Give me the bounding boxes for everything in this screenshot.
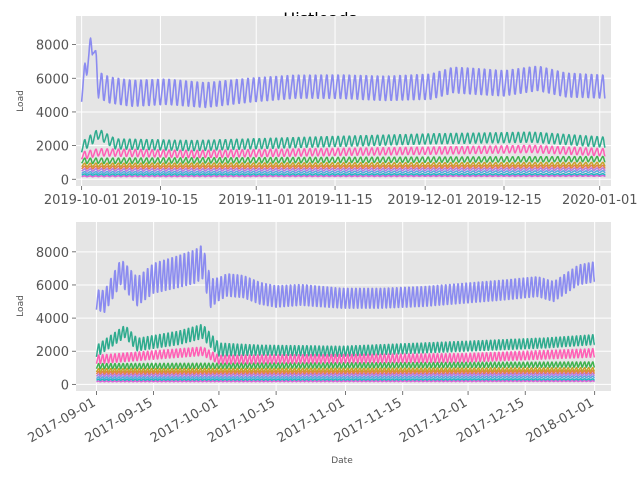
- upper-x-tick-label: 2019-11-15: [297, 193, 373, 208]
- lower-y-tick-label: 4000: [36, 312, 69, 327]
- upper-y-tick-label: 2000: [36, 140, 69, 155]
- upper-x-tick-label: 2019-12-15: [466, 193, 542, 208]
- lower-series-line-8: [95, 375, 596, 380]
- upper-y-ticks: 0 2000 4000 6000 8000: [36, 39, 76, 188]
- upper-y-tick-label: 0: [61, 173, 69, 188]
- upper-x-tick-label: 2020-01-01: [562, 193, 638, 208]
- upper-y-tick-label: 6000: [36, 72, 69, 87]
- lower-y-tick-label: 8000: [36, 246, 69, 261]
- lower-y-tick-label: 6000: [36, 279, 69, 294]
- lower-series-line-7: [95, 372, 596, 378]
- lower-x-ticks: 2017-09-012017-09-152017-10-012017-10-15…: [25, 391, 597, 446]
- upper-x-ticks: 2019-10-01 2019-10-15 2019-11-01 2019-11-15…: [44, 186, 638, 208]
- lower-y-tick-label: 2000: [36, 345, 69, 360]
- upper-series-group: [80, 37, 606, 178]
- lower-y-ticks: 0 2000 4000 6000 8000: [36, 246, 76, 393]
- upper-series-line-6: [81, 164, 606, 170]
- upper-x-tick-label: 2019-10-15: [123, 193, 199, 208]
- upper-y-axis-label: Load: [16, 90, 26, 112]
- lower-series-line-3: [95, 346, 596, 365]
- lower-y-tick-label: 0: [61, 378, 69, 393]
- lower-series-line-2: [95, 324, 596, 358]
- lower-chart: 0 2000 4000 6000 8000 2017-09-012017-09-1520…: [16, 222, 611, 466]
- lower-series-line-4: [95, 361, 596, 370]
- upper-series-line-9: [81, 172, 606, 176]
- upper-series-line-8: [81, 170, 606, 175]
- lower-series-group: [95, 245, 596, 383]
- lower-series-line-5: [95, 367, 596, 373]
- upper-y-tick-label: 8000: [36, 39, 69, 54]
- upper-series-line-7: [81, 167, 606, 172]
- lower-y-axis-label: Load: [16, 295, 26, 317]
- upper-series-line-5: [81, 161, 606, 168]
- upper-series-line-10: [81, 174, 606, 178]
- upper-series-line-3: [80, 144, 606, 160]
- upper-series-line-2: [80, 129, 606, 153]
- upper-x-tick-label: 2019-12-01: [387, 193, 463, 208]
- lower-series-line-10: [96, 379, 596, 383]
- upper-series-line-1: [80, 37, 606, 109]
- lower-series-line-6: [95, 369, 596, 375]
- upper-x-tick-label: 2019-10-01: [44, 193, 120, 208]
- upper-series-line-4: [80, 155, 606, 165]
- upper-y-tick-label: 4000: [36, 106, 69, 121]
- upper-x-tick-label: 2019-11-01: [218, 193, 294, 208]
- lower-series-line-1: [95, 245, 596, 313]
- lower-x-axis-label: Date: [331, 456, 353, 466]
- lower-x-tick-label: 2018-01-01: [524, 395, 597, 446]
- lower-series-line-9: [96, 378, 596, 382]
